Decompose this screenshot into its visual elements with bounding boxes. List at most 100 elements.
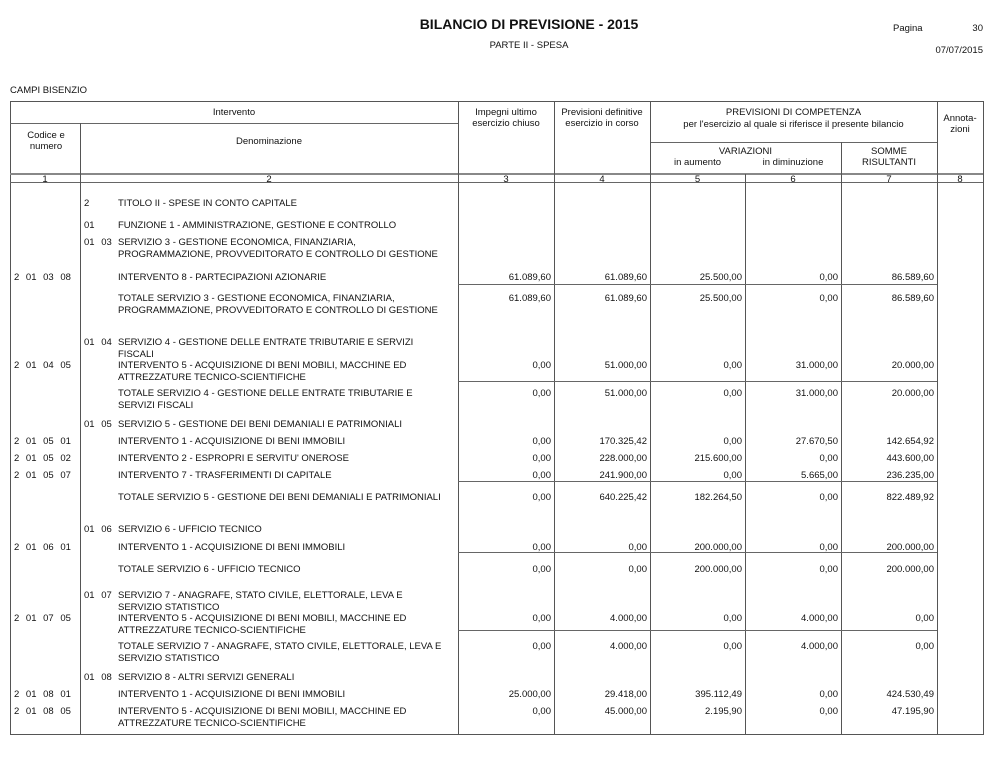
row-denominazione: INTERVENTO 1 - ACQUISIZIONE DI BENI IMMO…: [118, 689, 346, 700]
divider: [80, 123, 81, 734]
table-row: 01 04 SERVIZIO 4 - GESTIONE DELLE ENTRATE…: [0, 337, 994, 360]
row-denominazione: SERVIZIO 4 - GESTIONE DELLE ENTRATE TRIB…: [118, 337, 414, 360]
divider: [10, 173, 983, 175]
table-row: 2 01 08 01 INTERVENTO 1 - ACQUISIZIONE DI…: [0, 689, 994, 701]
header-annotazioni: Annota- zioni: [943, 113, 977, 135]
report-date: 07/07/2015: [935, 45, 983, 56]
header-aumento: in aumento: [673, 157, 721, 168]
divider: [10, 123, 458, 124]
total-row: TOTALE SERVIZIO 4 - GESTIONE DELLE ENTRA…: [0, 388, 994, 411]
row-prefix: 01: [84, 220, 95, 231]
row-value: 61.089,60: [604, 272, 647, 283]
row-denominazione: TOTALE SERVIZIO 5 - GESTIONE DEI BENI DE…: [118, 492, 441, 503]
row-denominazione: INTERVENTO 5 - ACQUISIZIONE DI BENI MOBI…: [118, 706, 407, 729]
total-row: TOTALE SERVIZIO 6 - UFFICIO TECNICO 0,00 0…: [0, 564, 994, 576]
table-row: 2 01 05 02 INTERVENTO 2 - ESPROPRI E SERV…: [0, 453, 994, 465]
row-value: 0,00: [628, 542, 648, 553]
row-value: 200.000,00: [886, 564, 934, 575]
row-value: 61.089,60: [604, 293, 647, 304]
header-previsioni: Previsioni definitive esercizio in corso: [561, 107, 643, 129]
row-value: 0,00: [819, 453, 839, 464]
header-intervento: Intervento: [212, 107, 256, 118]
row-value: 20.000,00: [891, 388, 934, 399]
row-value: 0,00: [628, 564, 648, 575]
row-value: 29.418,00: [604, 689, 647, 700]
row-value: 51.000,00: [604, 388, 647, 399]
row-code: 2 01 06 01: [14, 542, 71, 553]
row-value: 25.000,00: [508, 689, 551, 700]
row-value: 0,00: [915, 613, 935, 624]
row-value: 142.654,92: [886, 436, 934, 447]
row-value: 51.000,00: [604, 360, 647, 371]
row-value: 640.225,42: [599, 492, 647, 503]
divider: [745, 174, 746, 734]
table-row: 2 TITOLO II - SPESE IN CONTO CAPITALE: [0, 198, 994, 210]
table-row: 2 01 05 07 INTERVENTO 7 - TRASFERIMENTI D…: [0, 470, 994, 482]
row-denominazione: INTERVENTO 5 - ACQUISIZIONE DI BENI MOBI…: [118, 613, 407, 636]
row-prefix: 01 08: [84, 672, 112, 683]
total-separator: [458, 481, 937, 482]
row-value: 0,00: [532, 360, 552, 371]
row-value: 31.000,00: [795, 360, 838, 371]
header-competenza: PREVISIONI DI COMPETENZA: [725, 107, 862, 118]
row-prefix: 01 05: [84, 419, 112, 430]
column-number: 1: [42, 174, 48, 185]
report-subtitle: PARTE II - SPESA: [489, 40, 569, 51]
row-value: 822.489,92: [886, 492, 934, 503]
row-value: 0,00: [819, 293, 839, 304]
header-somme: SOMME RISULTANTI: [861, 146, 916, 168]
table-row: 01 08 SERVIZIO 8 - ALTRI SERVIZI GENERALI: [0, 672, 994, 684]
column-number: 3: [503, 174, 509, 185]
column-number: 4: [599, 174, 605, 185]
row-code: 2 01 08 01: [14, 689, 71, 700]
column-number: 2: [266, 174, 272, 185]
table-row: 2 01 06 01 INTERVENTO 1 - ACQUISIZIONE DI…: [0, 542, 994, 554]
row-value: 200.000,00: [694, 564, 742, 575]
row-denominazione: INTERVENTO 2 - ESPROPRI E SERVITU' ONERO…: [118, 453, 349, 464]
row-value: 182.264,50: [694, 492, 742, 503]
divider: [937, 101, 938, 734]
row-value: 31.000,00: [795, 388, 838, 399]
row-value: 0,00: [532, 436, 552, 447]
table-row: 01 03 SERVIZIO 3 - GESTIONE ECONOMICA, FI…: [0, 237, 994, 260]
row-denominazione: SERVIZIO 6 - UFFICIO TECNICO: [118, 524, 262, 535]
row-prefix: 2: [84, 198, 90, 209]
row-value: 236.235,00: [886, 470, 934, 481]
row-value: 0,00: [532, 613, 552, 624]
divider: [458, 101, 459, 734]
table-row: 2 01 03 08 INTERVENTO 8 - PARTECIPAZIONI …: [0, 272, 994, 284]
header-variazioni: VARIAZIONI: [718, 146, 773, 157]
row-value: 0,00: [819, 542, 839, 553]
row-denominazione: TOTALE SERVIZIO 3 - GESTIONE ECONOMICA, …: [118, 293, 438, 316]
table-border: [10, 101, 984, 735]
row-value: 86.589,60: [891, 272, 934, 283]
row-value: 0,00: [723, 388, 743, 399]
page-label: Pagina: [893, 23, 923, 34]
row-denominazione: SERVIZIO 3 - GESTIONE ECONOMICA, FINANZI…: [118, 237, 438, 260]
row-denominazione: TITOLO II - SPESE IN CONTO CAPITALE: [118, 198, 297, 209]
header-diminuzione: in diminuzione: [762, 157, 824, 168]
row-value: 0,00: [819, 492, 839, 503]
row-denominazione: INTERVENTO 1 - ACQUISIZIONE DI BENI IMMO…: [118, 436, 346, 447]
row-denominazione: INTERVENTO 8 - PARTECIPAZIONI AZIONARIE: [118, 272, 327, 283]
divider: [650, 142, 937, 143]
row-value: 228.000,00: [599, 453, 647, 464]
table-row: 2 01 08 05 INTERVENTO 5 - ACQUISIZIONE DI…: [0, 706, 994, 729]
row-value: 0,00: [723, 436, 743, 447]
column-number: 8: [957, 174, 963, 185]
total-row: TOTALE SERVIZIO 7 - ANAGRAFE, STATO CIVI…: [0, 641, 994, 664]
row-value: 0,00: [532, 388, 552, 399]
row-value: 0,00: [819, 564, 839, 575]
ente-name: CAMPI BISENZIO: [10, 85, 88, 96]
row-denominazione: SERVIZIO 7 - ANAGRAFE, STATO CIVILE, ELE…: [118, 590, 403, 613]
row-value: 0,00: [819, 272, 839, 283]
row-value: 0,00: [723, 641, 743, 652]
column-number: 7: [886, 174, 892, 185]
row-code: 2 01 03 08: [14, 272, 71, 283]
table-row: 2 01 07 05 INTERVENTO 5 - ACQUISIZIONE DI…: [0, 613, 994, 636]
row-value: 200.000,00: [694, 542, 742, 553]
row-value: 4.000,00: [610, 613, 647, 624]
row-denominazione: INTERVENTO 7 - TRASFERIMENTI DI CAPITALE: [118, 470, 332, 481]
row-code: 2 01 07 05: [14, 613, 71, 624]
row-value: 4.000,00: [610, 641, 647, 652]
